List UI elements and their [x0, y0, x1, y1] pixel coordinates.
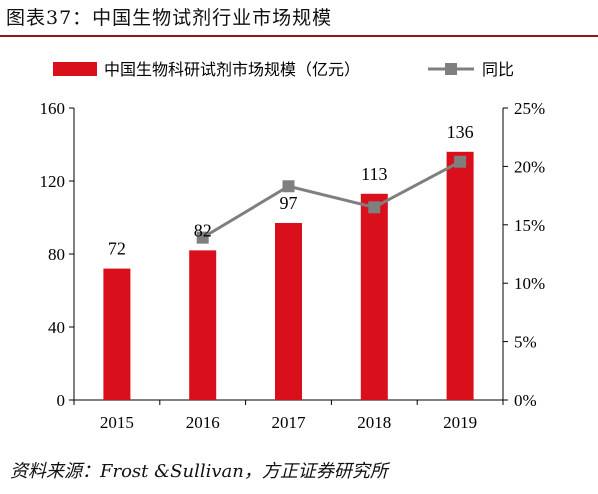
y-left-tick-label: 80: [48, 245, 65, 264]
legend-marker-yoy: [445, 63, 457, 75]
x-tick-label: 2016: [186, 413, 220, 432]
y-right-tick-label: 0%: [514, 391, 537, 410]
title-rule: [0, 35, 598, 37]
bar-data-label: 82: [194, 220, 212, 240]
y-right-tick-label: 10%: [514, 274, 545, 293]
x-tick-label: 2017: [272, 413, 307, 432]
y-left-tick-label: 120: [40, 172, 66, 191]
yoy-marker: [282, 180, 295, 193]
bar-data-label: 97: [280, 193, 298, 213]
y-left-tick-label: 160: [40, 99, 66, 118]
bar: [189, 250, 217, 400]
x-tick-label: 2015: [100, 413, 134, 432]
yoy-marker: [454, 155, 467, 168]
legend-label-bar: 中国生物科研试剂市场规模（亿元）: [104, 61, 360, 79]
x-tick-label: 2019: [443, 413, 477, 432]
bar-data-label: 136: [447, 122, 474, 142]
y-left-tick-label: 40: [48, 318, 65, 337]
y-left-tick-label: 0: [57, 391, 66, 410]
y-right-tick-label: 25%: [514, 99, 545, 118]
bar-data-label: 72: [108, 239, 126, 259]
yoy-marker: [196, 231, 209, 244]
figure-title: 图表37：中国生物试剂行业市场规模: [6, 7, 333, 29]
bar: [360, 193, 388, 400]
bar: [446, 151, 474, 400]
y-right-tick-label: 5%: [514, 333, 537, 352]
y-right-tick-label: 20%: [514, 157, 545, 176]
bar-data-label: 113: [361, 164, 387, 184]
legend-label-yoy: 同比: [482, 61, 514, 79]
y-right-tick-label: 15%: [514, 216, 545, 235]
yoy-line: [201, 160, 461, 239]
bar: [103, 268, 131, 400]
legend-swatch-bar: [53, 62, 97, 76]
yoy-marker: [368, 201, 381, 214]
x-tick-label: 2018: [357, 413, 391, 432]
bar: [275, 222, 302, 400]
source-note: 资料来源：Frost &Sullivan，方正证券研究所: [10, 461, 388, 482]
